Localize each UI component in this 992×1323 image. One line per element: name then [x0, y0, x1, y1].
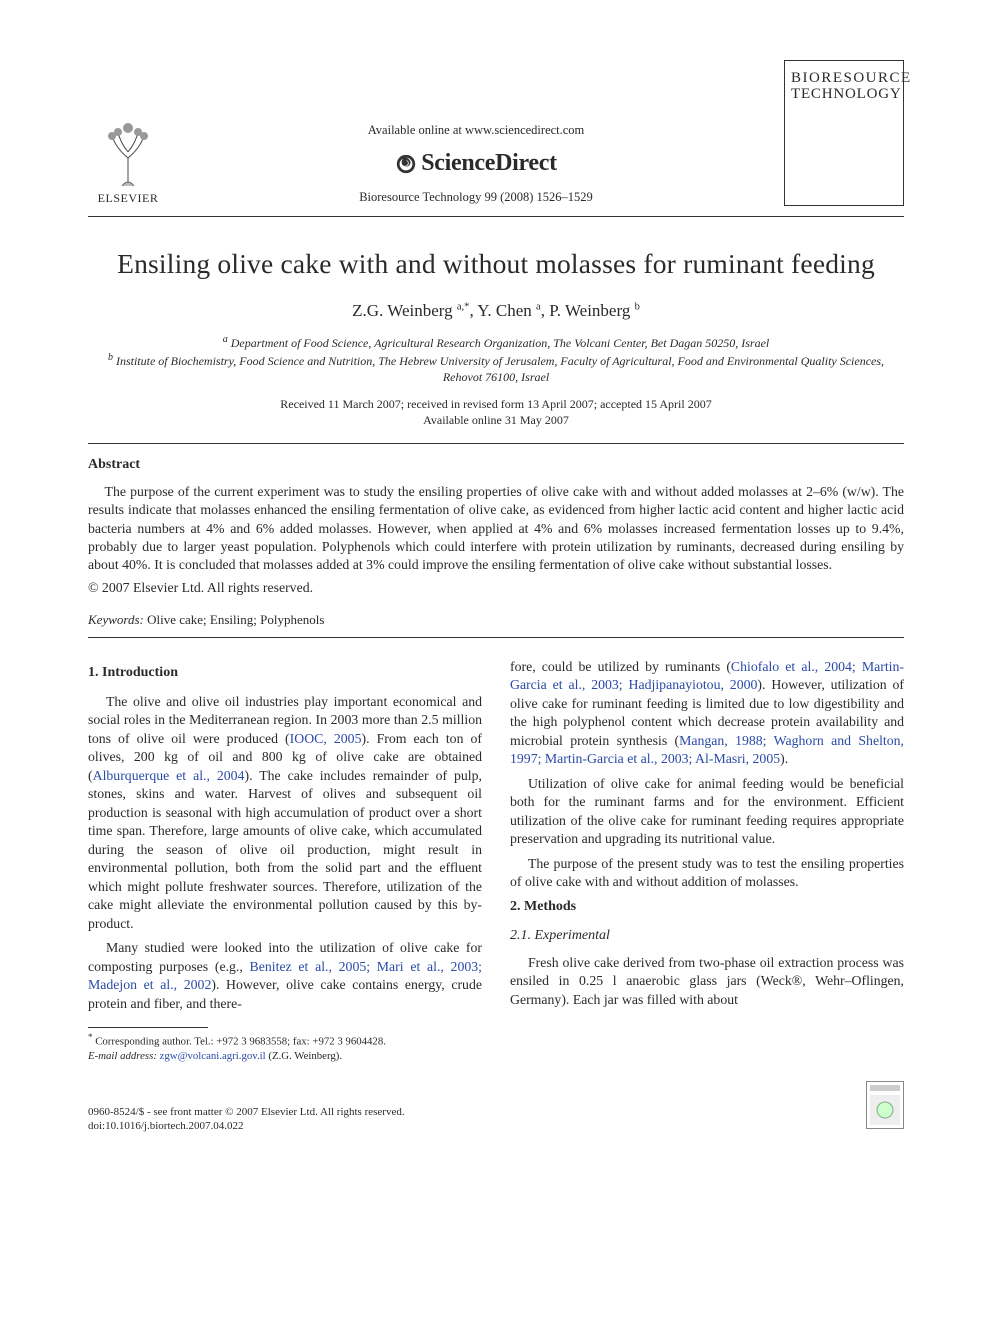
affiliations: a Department of Food Science, Agricultur… [88, 333, 904, 386]
abstract-body: The purpose of the current experiment wa… [88, 483, 904, 575]
corresponding-author-footnote: * Corresponding author. Tel.: +972 3 968… [88, 1032, 482, 1063]
sciencedirect-block: Available online at www.sciencedirect.co… [168, 122, 784, 206]
issn-line: 0960-8524/$ - see front matter © 2007 El… [88, 1106, 405, 1118]
doi-block: 0960-8524/$ - see front matter © 2007 El… [88, 1105, 405, 1134]
online-date: Available online 31 May 2007 [423, 413, 569, 427]
intro-para-4: Utilization of olive cake for animal fee… [510, 775, 904, 849]
available-online-text: Available online at www.sciencedirect.co… [178, 122, 774, 139]
corr-author-email[interactable]: zgw@volcani.agri.gov.il [160, 1050, 266, 1062]
abstract-heading: Abstract [88, 456, 904, 475]
abstract-bottom-rule [88, 637, 904, 638]
abstract-block: Abstract The purpose of the current expe… [88, 456, 904, 597]
citation-link[interactable]: IOOC, 2005 [290, 731, 362, 746]
sciencedirect-wordmark: ScienceDirect [421, 147, 557, 179]
intro-para-5: The purpose of the present study was to … [510, 855, 904, 892]
journal-cover-thumb [866, 1081, 904, 1134]
journal-cover-box: BIORESOURCE TECHNOLOGY [784, 60, 904, 206]
doi-line: doi:10.1016/j.biortech.2007.04.022 [88, 1120, 244, 1132]
email-label: E-mail address: [88, 1050, 157, 1062]
intro-para-3: fore, could be utilized by ruminants (Ch… [510, 658, 904, 769]
corr-author-text: Corresponding author. Tel.: +972 3 96835… [95, 1036, 386, 1048]
journal-title-line2: TECHNOLOGY [791, 87, 897, 103]
two-column-body: 1. Introduction The olive and olive oil … [88, 658, 904, 1063]
elsevier-wordmark: ELSEVIER [88, 190, 168, 206]
right-column: fore, could be utilized by ruminants (Ch… [510, 658, 904, 1063]
article-title: Ensiling olive cake with and without mol… [88, 245, 904, 282]
abstract-copyright: © 2007 Elsevier Ltd. All rights reserved… [88, 579, 904, 598]
received-date: Received 11 March 2007; received in revi… [280, 397, 711, 411]
page-footer: 0960-8524/$ - see front matter © 2007 El… [88, 1081, 904, 1134]
journal-title-line1: BIORESOURCE [791, 71, 897, 87]
journal-reference: Bioresource Technology 99 (2008) 1526–15… [178, 189, 774, 206]
intro-para-2: Many studied were looked into the utiliz… [88, 939, 482, 1013]
sciencedirect-swirl-icon [395, 152, 417, 174]
citation-link[interactable]: Alburquerque et al., 2004 [93, 768, 245, 783]
sciencedirect-logo: ScienceDirect [178, 147, 774, 179]
elsevier-tree-icon [98, 118, 158, 188]
keywords-text: Olive cake; Ensiling; Polyphenols [147, 612, 324, 627]
page-header: ELSEVIER Available online at www.science… [88, 60, 904, 206]
header-rule [88, 216, 904, 217]
elsevier-logo: ELSEVIER [88, 118, 168, 206]
section-1-heading: 1. Introduction [88, 664, 482, 683]
abstract-top-rule [88, 443, 904, 444]
email-owner: (Z.G. Weinberg). [268, 1050, 342, 1062]
article-dates: Received 11 March 2007; received in revi… [88, 396, 904, 430]
author-list: Z.G. Weinberg a,*, Y. Chen a, P. Weinber… [88, 300, 904, 323]
intro-para-1: The olive and olive oil industries play … [88, 693, 482, 933]
affiliation-b: Institute of Biochemistry, Food Science … [116, 354, 884, 384]
keywords-line: Keywords: Olive cake; Ensiling; Polyphen… [88, 611, 904, 629]
affiliation-a: Department of Food Science, Agricultural… [231, 336, 769, 350]
keywords-label: Keywords: [88, 612, 144, 627]
left-column: 1. Introduction The olive and olive oil … [88, 658, 482, 1063]
section-2-1-heading: 2.1. Experimental [510, 927, 904, 946]
methods-para-1: Fresh olive cake derived from two-phase … [510, 954, 904, 1009]
footnote-rule [88, 1027, 208, 1028]
section-2-heading: 2. Methods [510, 898, 904, 917]
